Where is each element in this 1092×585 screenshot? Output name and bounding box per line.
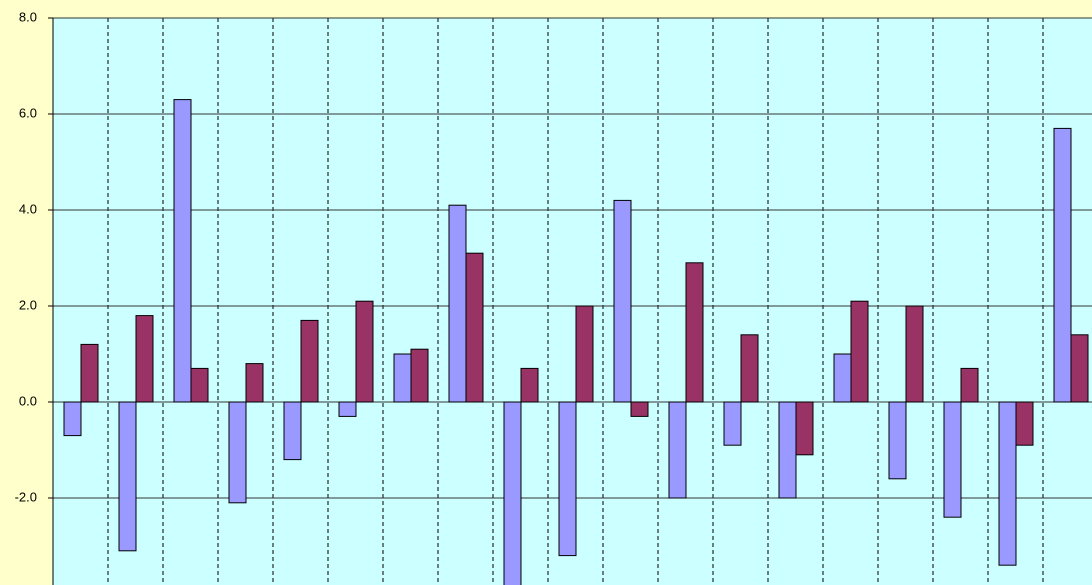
bar — [448, 204, 467, 403]
bar — [613, 199, 632, 403]
bar — [228, 401, 247, 504]
bar — [1053, 127, 1072, 403]
bar — [245, 363, 264, 403]
y-tick-label: 0.0 — [19, 393, 37, 408]
bar — [355, 300, 374, 403]
bar — [393, 353, 412, 403]
bar — [740, 334, 759, 403]
bar — [410, 348, 429, 403]
bar — [63, 401, 82, 437]
bar — [575, 305, 594, 403]
bar — [503, 401, 522, 585]
bar — [685, 262, 704, 403]
y-tick-label: 6.0 — [19, 105, 37, 120]
bar — [943, 401, 962, 518]
bar — [795, 401, 814, 456]
bar — [630, 401, 649, 417]
bar — [465, 252, 484, 403]
bar — [998, 401, 1017, 566]
bar — [300, 319, 319, 403]
bar — [1070, 334, 1089, 403]
bar — [850, 300, 869, 403]
bar — [558, 401, 577, 557]
y-tick-label: 8.0 — [19, 9, 37, 24]
bar — [723, 401, 742, 446]
y-tick-label: -2.0 — [15, 489, 37, 504]
bar — [118, 401, 137, 552]
y-tick-label: 2.0 — [19, 297, 37, 312]
bar — [283, 401, 302, 461]
bar — [190, 367, 209, 403]
bar — [173, 99, 192, 403]
bar — [960, 367, 979, 403]
y-tick-label: 4.0 — [19, 201, 37, 216]
bar — [905, 305, 924, 403]
bar — [135, 315, 154, 403]
bar — [833, 353, 852, 403]
bar — [80, 343, 99, 403]
bar — [888, 401, 907, 480]
bar — [1015, 401, 1034, 446]
bar — [778, 401, 797, 499]
bar — [668, 401, 687, 499]
bar — [338, 401, 357, 417]
bar — [520, 367, 539, 403]
